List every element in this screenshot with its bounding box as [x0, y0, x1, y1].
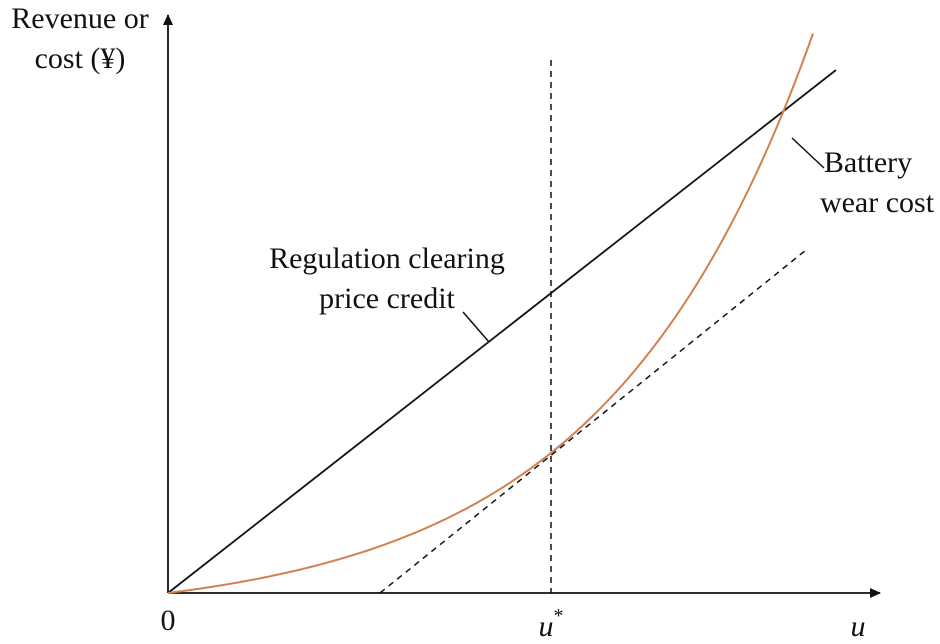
wear-cost-curve: [167, 33, 814, 594]
optimum-symbol: u: [539, 610, 554, 643]
leader-line: [791, 137, 825, 169]
origin-label: 0: [161, 604, 176, 637]
tangent-line: [379, 249, 807, 594]
optimum-sup: *: [554, 605, 564, 627]
x-label: u: [851, 610, 866, 643]
curve-label: wear cost: [820, 186, 935, 219]
line-label: price credit: [319, 282, 455, 315]
leader-line: [462, 311, 490, 343]
y-label: cost (¥): [35, 42, 126, 75]
curve-label: Battery: [824, 146, 912, 179]
line-label: Regulation clearing: [269, 242, 505, 275]
y-label: Revenue or: [11, 2, 148, 35]
optimum-label: u*: [539, 605, 564, 643]
credit-line: [167, 69, 837, 594]
